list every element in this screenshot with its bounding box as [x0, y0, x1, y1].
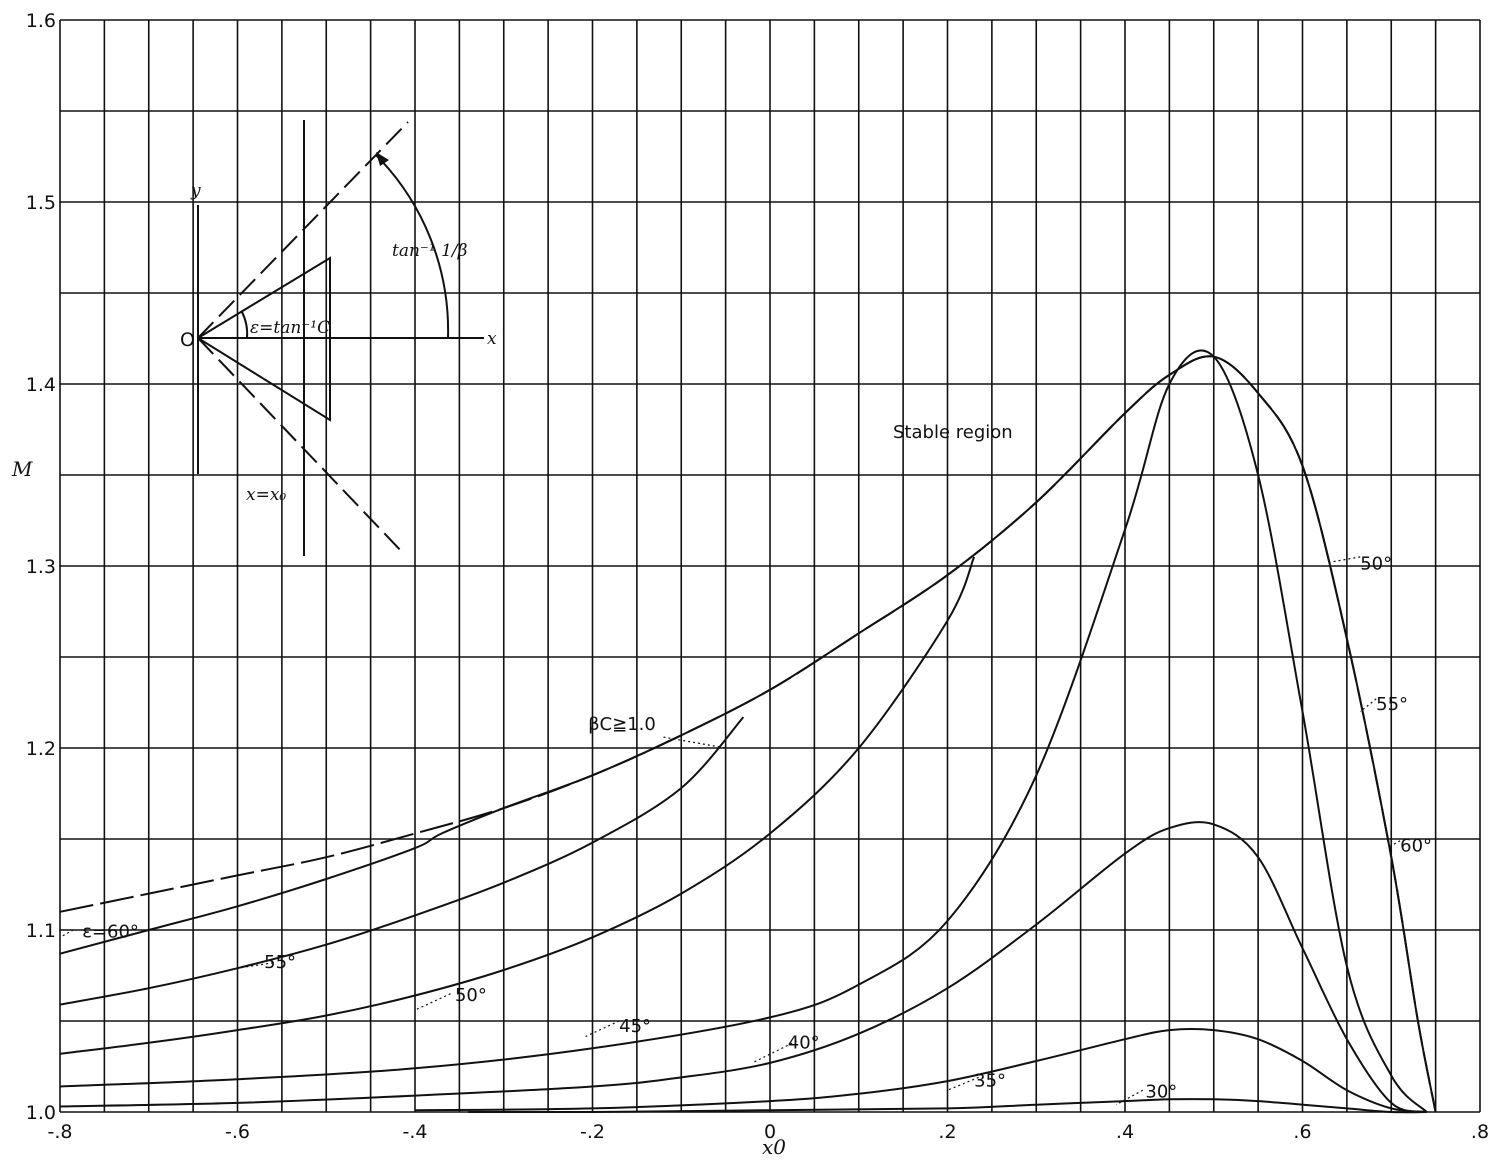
label-50-left: 50°: [455, 985, 487, 1006]
tick-labels: -.8 -.6 -.4 -.2 0 .2 .4 .6 .8 1.0 1.1 1.2 1.3 1.4 1.5 1…: [26, 10, 1489, 1143]
inset-mach-line-lower: [197, 337, 406, 556]
label-55-left-leader: [237, 962, 274, 969]
label-50-right-leader: [1328, 556, 1361, 563]
inset-origin-label: O: [180, 329, 195, 351]
label-45-leader: [583, 1020, 620, 1038]
label-55-left: 55°: [264, 952, 296, 973]
y-tick-label: 1.0: [26, 1102, 56, 1124]
series: [59, 349, 1437, 1114]
inset-mach-angle-label: tan⁻¹ 1/β: [392, 241, 468, 261]
inset-y-label: y: [190, 181, 201, 201]
series-line-2: [59, 716, 745, 1006]
y-tick-label: 1.6: [26, 10, 56, 32]
label-35-leader: [947, 1076, 979, 1091]
series-line-5: [59, 821, 1428, 1113]
curve-labels: βC≧1.0 ε=60° 55° 50° 45° 40° 35° 30° 50° 55° 60°: [59, 554, 1432, 1106]
y-tick-label: 1.5: [26, 192, 56, 214]
label-55-right-leader: [1359, 698, 1377, 713]
y-tick-label: 1.2: [26, 738, 56, 760]
y-tick-label: 1.4: [26, 374, 56, 396]
label-40-leader: [752, 1040, 797, 1064]
x-tick-label: .2: [938, 1121, 956, 1143]
label-50-left-leader: [414, 993, 451, 1011]
inset-x-label: x: [487, 329, 497, 349]
series-line-6: [414, 1027, 1427, 1113]
inset-half-angle-label: ε=tan⁻¹C: [250, 318, 330, 338]
label-60-right: 60°: [1400, 836, 1432, 857]
inset-arrowhead: [376, 152, 389, 166]
x-tick-label: .8: [1471, 1121, 1489, 1143]
x-tick-label: .6: [1293, 1121, 1311, 1143]
inset-mach-angle-arc: [375, 154, 450, 339]
x-tick-label: -.2: [580, 1121, 605, 1143]
label-50-right: 50°: [1360, 554, 1392, 575]
grid: [59, 19, 1481, 1113]
series-line-4: [59, 349, 1428, 1113]
label-beta-c: βC≧1.0: [588, 714, 656, 735]
x-tick-label: .4: [1116, 1121, 1134, 1143]
y-tick-label: 1.3: [26, 556, 56, 578]
label-30-leader: [1115, 1089, 1144, 1106]
stable-region-label: Stable region: [893, 422, 1013, 443]
inset-half-angle-arc: [241, 311, 249, 339]
inset-wing-planform: [197, 256, 331, 422]
x-tick-label: -.6: [225, 1121, 250, 1143]
label-45: 45°: [619, 1016, 651, 1037]
inset-station-label: x=x₀: [246, 485, 286, 505]
series-line-3: [59, 556, 976, 1055]
label-beta-c-leader: [663, 736, 726, 749]
y-tick-label: 1.1: [26, 920, 56, 942]
label-30: 30°: [1145, 1081, 1177, 1102]
series-line-7: [468, 1098, 1427, 1114]
inset-mach-line-upper: [197, 121, 409, 339]
y-axis-title: M: [11, 457, 33, 481]
inset-diagram: y x O ε=tan⁻¹C tan⁻¹ 1/β x=x₀: [180, 120, 497, 556]
x-axis-title: x0: [762, 1135, 786, 1159]
series-line-1: [59, 355, 1437, 1113]
label-epsilon-60-left: ε=60°: [82, 921, 139, 942]
label-40: 40°: [788, 1032, 820, 1053]
x-axis-title-text: x0: [762, 1135, 786, 1159]
x-tick-label: -.8: [48, 1121, 73, 1143]
x-tick-label: -.4: [403, 1121, 428, 1143]
x-tick-label: 0: [764, 1121, 776, 1143]
label-55-right: 55°: [1376, 694, 1408, 715]
label-35: 35°: [974, 1071, 1006, 1092]
